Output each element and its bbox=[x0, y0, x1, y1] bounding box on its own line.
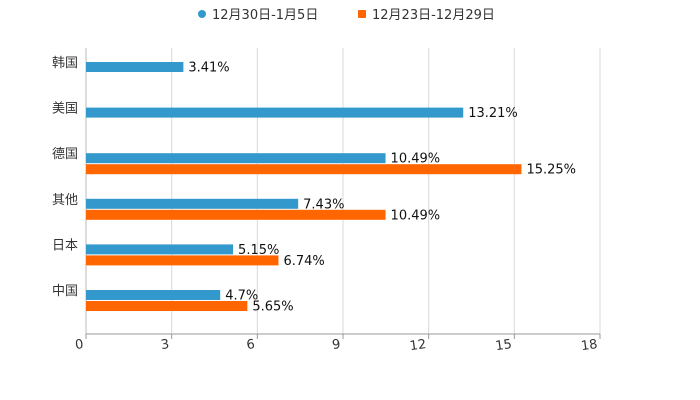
bar-series-2-4 bbox=[86, 255, 279, 266]
bar-series-1-3 bbox=[86, 198, 299, 209]
bar-series-1-5 bbox=[86, 290, 221, 300]
legend: 12月30日-1月5日 12月23日-12月29日 bbox=[0, 4, 700, 23]
bar-series-1-2 bbox=[86, 153, 386, 164]
data-label-series-2-2: 15.25% bbox=[526, 163, 576, 178]
y-category-label-1: 美国 bbox=[52, 102, 78, 117]
legend-marker-series-2 bbox=[358, 9, 366, 18]
x-tick-label-0: 0 bbox=[74, 337, 84, 353]
y-category-label-5: 中国 bbox=[52, 284, 78, 299]
data-label-series-2-5: 5.65% bbox=[252, 300, 293, 315]
y-category-label-2: 德国 bbox=[52, 147, 78, 162]
x-tick-label-12: 12 bbox=[409, 337, 427, 354]
data-label-series-2-4: 6.74% bbox=[283, 254, 324, 269]
legend-label-series-2: 12月23日-12月29日 bbox=[372, 8, 495, 23]
legend-item-series-2[interactable]: 12月23日-12月29日 bbox=[358, 4, 495, 23]
bar-series-1-4 bbox=[86, 244, 234, 255]
y-category-label-0: 韩国 bbox=[52, 56, 78, 71]
x-tick-label-3: 3 bbox=[160, 337, 170, 353]
x-tick-label-18: 18 bbox=[580, 337, 598, 354]
data-label-series-1-0: 3.41% bbox=[188, 61, 229, 76]
x-tick-label-9: 9 bbox=[331, 337, 341, 353]
legend-item-series-1[interactable]: 12月30日-1月5日 bbox=[198, 4, 318, 23]
legend-marker-series-1 bbox=[198, 9, 206, 18]
legend-label-series-1: 12月30日-1月5日 bbox=[212, 8, 319, 23]
bar-series-2-2 bbox=[86, 164, 522, 175]
bar-series-1-0 bbox=[86, 62, 184, 72]
data-label-series-1-1: 13.21% bbox=[468, 106, 518, 121]
x-tick-label-6: 6 bbox=[246, 337, 256, 353]
x-tick-label-15: 15 bbox=[494, 337, 512, 354]
y-category-label-4: 日本 bbox=[52, 238, 78, 253]
data-label-series-1-5: 4.7% bbox=[225, 289, 258, 304]
data-label-series-2-3: 10.49% bbox=[391, 208, 441, 223]
bar-series-1-1 bbox=[86, 107, 464, 118]
data-label-series-1-2: 10.49% bbox=[391, 152, 441, 167]
bar-series-2-3 bbox=[86, 209, 386, 220]
y-category-label-3: 其他 bbox=[52, 193, 78, 208]
bar-series-2-5 bbox=[86, 301, 248, 311]
data-label-series-1-3: 7.43% bbox=[303, 197, 344, 212]
data-label-series-1-4: 5.15% bbox=[238, 243, 279, 258]
